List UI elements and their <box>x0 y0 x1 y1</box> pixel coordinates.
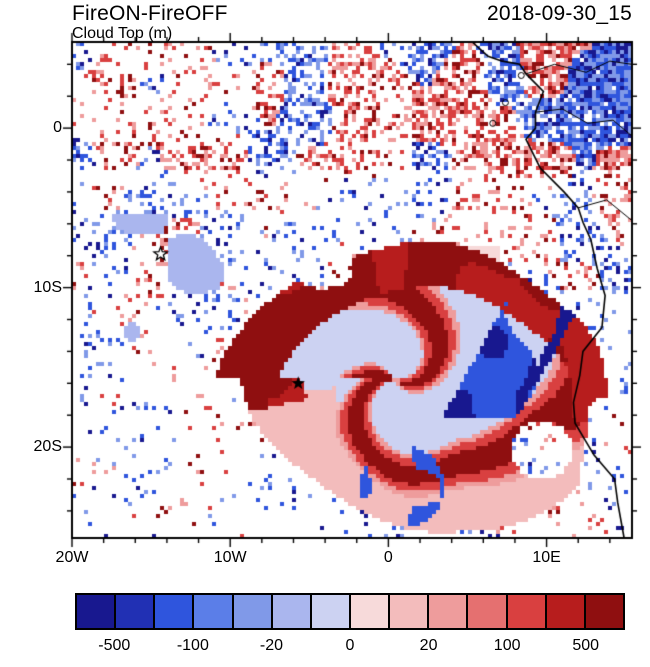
y-axis-labels: 0 10S 20S <box>0 0 66 600</box>
colorbar-box <box>77 595 115 628</box>
colorbar-tick-label: 100 <box>493 637 521 654</box>
colorbar-box <box>466 595 506 628</box>
colorbar-box <box>583 595 623 628</box>
colorbar-box <box>388 595 428 628</box>
colorbar-tick-label: -100 <box>176 637 209 654</box>
colorbar-box <box>427 595 467 628</box>
colorbar-tick-label: 0 <box>345 637 355 654</box>
colorbar-tick-label: 20 <box>419 637 438 654</box>
colorbar-tick-label: 500 <box>572 637 600 654</box>
x-axis-tick-label: 0 <box>383 549 393 566</box>
x-axis-labels: 20W 10W 0 10E <box>0 548 650 570</box>
colorbar <box>75 593 625 630</box>
plot-title: FireON-FireOFF <box>72 2 228 25</box>
y-axis-tick-label: 0 <box>53 119 62 137</box>
colorbar-box <box>309 595 349 628</box>
plot-datetime: 2018-09-30_15 <box>486 2 632 25</box>
colorbar-tick-label: -20 <box>259 637 283 654</box>
colorbar-box <box>153 595 193 628</box>
colorbar-box <box>270 595 310 628</box>
colorbar-box <box>192 595 232 628</box>
y-axis-tick-label: 20S <box>33 438 62 456</box>
y-axis-tick-label: 10S <box>33 278 62 296</box>
colorbar-box <box>114 595 154 628</box>
colorbar-labels: -500 -100 -20 0 20 100 500 <box>75 636 625 658</box>
colorbar-box <box>348 595 389 628</box>
colorbar-box <box>231 595 271 628</box>
x-axis-tick-label: 20W <box>55 549 89 566</box>
colorbar-tick-label: -500 <box>98 637 131 654</box>
x-axis-tick-label: 10W <box>213 549 247 566</box>
colorbar-box <box>505 595 545 628</box>
x-axis-tick-label: 10E <box>532 549 561 566</box>
map-canvas <box>62 32 642 548</box>
colorbar-box <box>544 595 584 628</box>
